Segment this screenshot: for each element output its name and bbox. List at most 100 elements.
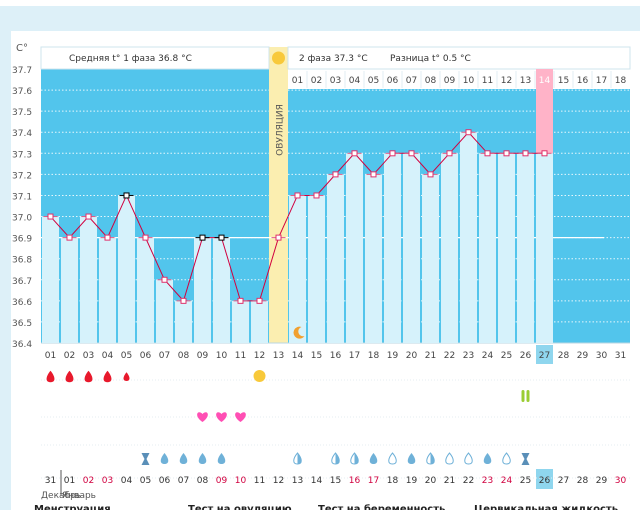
temp-point xyxy=(180,297,187,304)
y-tick-label: 37.0 xyxy=(12,214,32,224)
day-bar xyxy=(403,153,420,343)
x-day-label: 29 xyxy=(577,351,589,361)
calendar-date: 11 xyxy=(254,476,265,486)
x-day-label: 04 xyxy=(102,351,114,361)
cervical-drop-icon xyxy=(198,453,207,464)
cervical-drop-outline-icon xyxy=(388,452,397,465)
y-tick-label: 36.7 xyxy=(12,277,32,287)
cervical-drop-outline-icon xyxy=(445,452,454,465)
y-tick-label: 36.6 xyxy=(12,298,32,308)
x-day-label: 19 xyxy=(387,351,399,361)
y-tick-label: 36.5 xyxy=(12,319,32,329)
phase2-day-label: 15 xyxy=(558,76,569,86)
day-bar xyxy=(536,153,553,343)
hourglass-icon xyxy=(141,453,150,465)
day-bar xyxy=(137,237,154,343)
y-tick-label: 37.5 xyxy=(12,108,32,118)
temp-point xyxy=(294,192,301,199)
calendar-date: 14 xyxy=(311,476,323,486)
temp-point xyxy=(484,150,491,157)
x-day-label: 31 xyxy=(615,351,626,361)
phase2-day-label: 06 xyxy=(387,76,399,86)
temp-point xyxy=(427,171,434,178)
highlight-column xyxy=(536,89,553,154)
highlight-header-cell xyxy=(536,69,553,89)
calendar-date: 26 xyxy=(539,476,551,486)
cervical-drop-icon xyxy=(160,453,169,464)
menstruation-drop-icon xyxy=(46,370,55,383)
stats-diff: Разница t° 0.5 °C xyxy=(390,54,471,64)
x-day-label: 03 xyxy=(83,351,94,361)
calendar-date: 28 xyxy=(577,476,589,486)
x-day-label: 28 xyxy=(558,351,570,361)
temp-point xyxy=(313,192,320,199)
temp-point xyxy=(541,150,548,157)
cervical-drop-icon xyxy=(369,453,378,464)
menstruation-drop-icon xyxy=(103,370,112,383)
x-day-label: 08 xyxy=(178,351,190,361)
x-day-label: 11 xyxy=(235,351,246,361)
phase2-day-label: 09 xyxy=(444,76,456,86)
temp-point xyxy=(370,171,377,178)
calendar-date: 25 xyxy=(520,476,531,486)
cervical-drop-icon xyxy=(217,453,226,464)
x-day-label: 13 xyxy=(273,351,284,361)
calendar-date: 29 xyxy=(596,476,608,486)
day-bar xyxy=(61,237,78,343)
temp-point xyxy=(389,150,396,157)
y-tick-label: 37.7 xyxy=(12,66,32,76)
legend-label: Цервикальная жидкость xyxy=(474,504,618,510)
day-bar xyxy=(346,153,363,343)
temp-point xyxy=(161,276,168,283)
calendar-date: 02 xyxy=(83,476,94,486)
y-tick-label: 37.2 xyxy=(12,171,32,181)
x-day-label: 25 xyxy=(501,351,512,361)
calendar-date: 31 xyxy=(45,476,56,486)
hourglass-icon xyxy=(521,453,530,465)
temp-point xyxy=(104,234,111,241)
x-day-label: 10 xyxy=(216,351,228,361)
day-bar xyxy=(80,216,97,343)
day-bar xyxy=(289,195,306,343)
phase1-area xyxy=(41,69,269,343)
day-bar xyxy=(213,237,230,343)
phase2-day-label: 01 xyxy=(292,76,303,86)
calendar-date: 16 xyxy=(349,476,361,486)
heart-icon xyxy=(197,412,208,422)
x-day-label: 07 xyxy=(159,351,170,361)
calendar-date: 22 xyxy=(463,476,474,486)
legend-label: Тест на беременность xyxy=(318,503,445,510)
y-tick-label: 36.8 xyxy=(12,256,32,266)
y-tick-label: 36.4 xyxy=(12,340,32,350)
temp-point xyxy=(465,129,472,136)
cervical-drop-half-fill xyxy=(335,453,340,464)
phase2-day-label: 11 xyxy=(482,76,493,86)
y-tick-label: 37.3 xyxy=(12,150,32,160)
x-day-label: 06 xyxy=(140,351,152,361)
temp-point xyxy=(218,234,225,241)
day-bar xyxy=(441,153,458,343)
day-bar xyxy=(479,153,496,343)
calendar-date: 07 xyxy=(178,476,189,486)
heart-icon xyxy=(216,412,227,422)
x-day-label: 20 xyxy=(406,351,418,361)
phase2-day-label: 13 xyxy=(520,76,531,86)
day-bar xyxy=(156,279,173,343)
menstruation-drop-icon xyxy=(123,372,130,381)
x-day-label: 21 xyxy=(425,351,436,361)
cervical-drop-icon xyxy=(179,453,188,464)
stats-phase1: Средняя t° 1 фаза 36.8 °C xyxy=(69,54,192,64)
temp-point xyxy=(408,150,415,157)
calendar-date: 01 xyxy=(64,476,75,486)
calendar-date: 09 xyxy=(216,476,228,486)
x-day-label: 14 xyxy=(292,351,304,361)
phase2-day-label: 07 xyxy=(406,76,417,86)
x-day-label: 16 xyxy=(330,351,342,361)
x-day-label: 01 xyxy=(45,351,56,361)
calendar-date: 23 xyxy=(482,476,493,486)
stats-box-left xyxy=(40,46,270,70)
calendar-highlight xyxy=(536,469,553,489)
day-bar xyxy=(365,174,382,343)
temp-point xyxy=(199,234,206,241)
cervical-drop-outline-icon xyxy=(502,452,511,465)
